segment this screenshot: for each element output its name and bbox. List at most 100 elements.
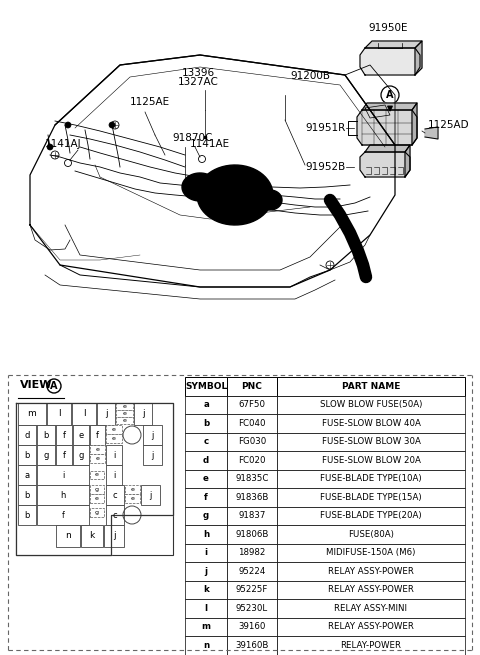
Polygon shape	[365, 41, 422, 48]
Text: RELAY ASSY-MINI: RELAY ASSY-MINI	[335, 604, 408, 612]
Bar	[141, 485, 160, 505]
Text: 91200B: 91200B	[290, 71, 330, 81]
Bar	[37, 505, 89, 525]
Text: g: g	[95, 487, 99, 492]
Text: c: c	[113, 510, 117, 519]
Text: e: e	[95, 472, 99, 477]
Text: 91950E: 91950E	[368, 23, 408, 33]
Bar	[185, 599, 227, 618]
Text: 39160B: 39160B	[235, 641, 269, 650]
Polygon shape	[415, 41, 422, 75]
Bar	[185, 525, 227, 544]
Text: i: i	[62, 470, 64, 479]
Text: FUSE(80A): FUSE(80A)	[348, 530, 394, 539]
Bar	[16, 403, 173, 555]
Bar	[37, 425, 55, 445]
Text: e: e	[112, 436, 116, 441]
Polygon shape	[16, 403, 173, 555]
Text: j: j	[151, 451, 154, 460]
Bar	[116, 417, 133, 424]
Text: 91870C: 91870C	[172, 133, 212, 143]
Bar	[227, 432, 277, 451]
Bar	[227, 470, 277, 488]
Bar	[185, 506, 227, 525]
Bar	[116, 410, 133, 417]
Text: FUSE-BLADE TYPE(15A): FUSE-BLADE TYPE(15A)	[320, 493, 422, 502]
Text: m: m	[28, 409, 36, 419]
Bar	[106, 445, 122, 465]
Bar	[185, 414, 227, 432]
Polygon shape	[360, 152, 410, 177]
Text: g: g	[43, 451, 48, 460]
Bar	[37, 445, 55, 465]
Bar	[18, 425, 36, 445]
Bar	[277, 396, 465, 414]
Text: 1141AJ: 1141AJ	[45, 139, 82, 149]
Text: e: e	[95, 496, 99, 501]
Bar	[185, 562, 227, 580]
Bar	[73, 425, 89, 445]
Text: d: d	[24, 430, 30, 440]
Text: f: f	[61, 510, 64, 519]
Bar	[106, 425, 122, 434]
Text: FUSE-SLOW BLOW 30A: FUSE-SLOW BLOW 30A	[322, 438, 420, 446]
Bar	[277, 525, 465, 544]
Bar	[277, 618, 465, 636]
Text: n: n	[203, 641, 209, 650]
Bar	[227, 544, 277, 562]
Bar	[116, 403, 133, 410]
Text: g: g	[78, 451, 84, 460]
Text: b: b	[43, 430, 48, 440]
Bar	[277, 432, 465, 451]
Bar	[90, 508, 104, 517]
Text: RELAY-POWER: RELAY-POWER	[340, 641, 401, 650]
Text: 95230L: 95230L	[236, 604, 268, 612]
Bar	[185, 396, 227, 414]
Polygon shape	[412, 103, 417, 145]
Text: FUSE-SLOW BLOW 20A: FUSE-SLOW BLOW 20A	[322, 456, 420, 465]
Bar	[185, 580, 227, 599]
Text: f: f	[62, 430, 65, 440]
Polygon shape	[197, 165, 273, 225]
Bar	[227, 599, 277, 618]
Bar	[106, 465, 122, 485]
Bar	[277, 636, 465, 654]
Text: FUSE-BLADE TYPE(20A): FUSE-BLADE TYPE(20A)	[320, 512, 422, 520]
Bar	[90, 454, 105, 463]
Circle shape	[109, 122, 115, 128]
Text: FUSE-SLOW BLOW 40A: FUSE-SLOW BLOW 40A	[322, 419, 420, 428]
Bar	[56, 525, 80, 547]
Text: 39160: 39160	[238, 622, 266, 631]
Bar	[277, 451, 465, 470]
Text: e: e	[131, 496, 134, 501]
Bar	[106, 505, 124, 525]
Bar	[227, 414, 277, 432]
Bar	[37, 465, 89, 485]
Text: j: j	[142, 409, 144, 419]
Bar	[277, 488, 465, 506]
Bar	[104, 525, 124, 547]
Text: A: A	[386, 90, 394, 100]
Text: e: e	[96, 447, 99, 452]
Bar	[185, 544, 227, 562]
Text: l: l	[58, 409, 60, 419]
Bar	[227, 506, 277, 525]
Bar	[185, 377, 227, 396]
Bar	[90, 471, 104, 479]
Polygon shape	[365, 145, 410, 152]
Text: c: c	[204, 438, 209, 446]
Bar	[18, 505, 36, 525]
Bar	[227, 636, 277, 654]
Text: 91836B: 91836B	[235, 493, 269, 502]
Text: e: e	[131, 487, 134, 492]
Polygon shape	[425, 127, 438, 139]
Bar	[185, 618, 227, 636]
Circle shape	[47, 144, 53, 150]
Bar	[106, 434, 122, 443]
Text: 91837: 91837	[238, 512, 266, 520]
Text: j: j	[204, 567, 207, 576]
Text: 91951R: 91951R	[305, 123, 345, 133]
Text: h: h	[60, 491, 66, 500]
Bar	[125, 485, 140, 494]
Text: 1125AE: 1125AE	[130, 97, 170, 107]
